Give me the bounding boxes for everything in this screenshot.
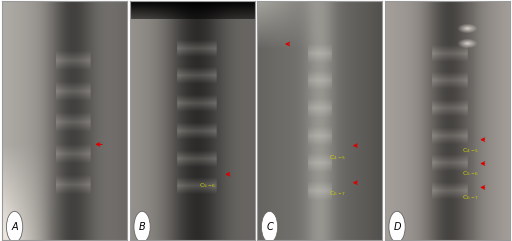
Text: C$_{6-7}$: C$_{6-7}$ bbox=[329, 189, 346, 198]
Circle shape bbox=[7, 211, 23, 241]
Circle shape bbox=[134, 211, 150, 241]
Text: C$_{4-5}$: C$_{4-5}$ bbox=[462, 146, 479, 154]
Text: C: C bbox=[266, 222, 273, 232]
Text: D: D bbox=[393, 222, 401, 232]
Circle shape bbox=[262, 211, 278, 241]
Circle shape bbox=[389, 211, 405, 241]
Text: A: A bbox=[11, 222, 18, 232]
Text: C$_{5-6}$: C$_{5-6}$ bbox=[199, 181, 216, 190]
Text: C$_{4-5}$: C$_{4-5}$ bbox=[329, 153, 346, 162]
Text: C$_{5-6}$: C$_{5-6}$ bbox=[462, 169, 479, 178]
Text: B: B bbox=[139, 222, 145, 232]
Text: C$_{6-7}$: C$_{6-7}$ bbox=[462, 194, 479, 202]
